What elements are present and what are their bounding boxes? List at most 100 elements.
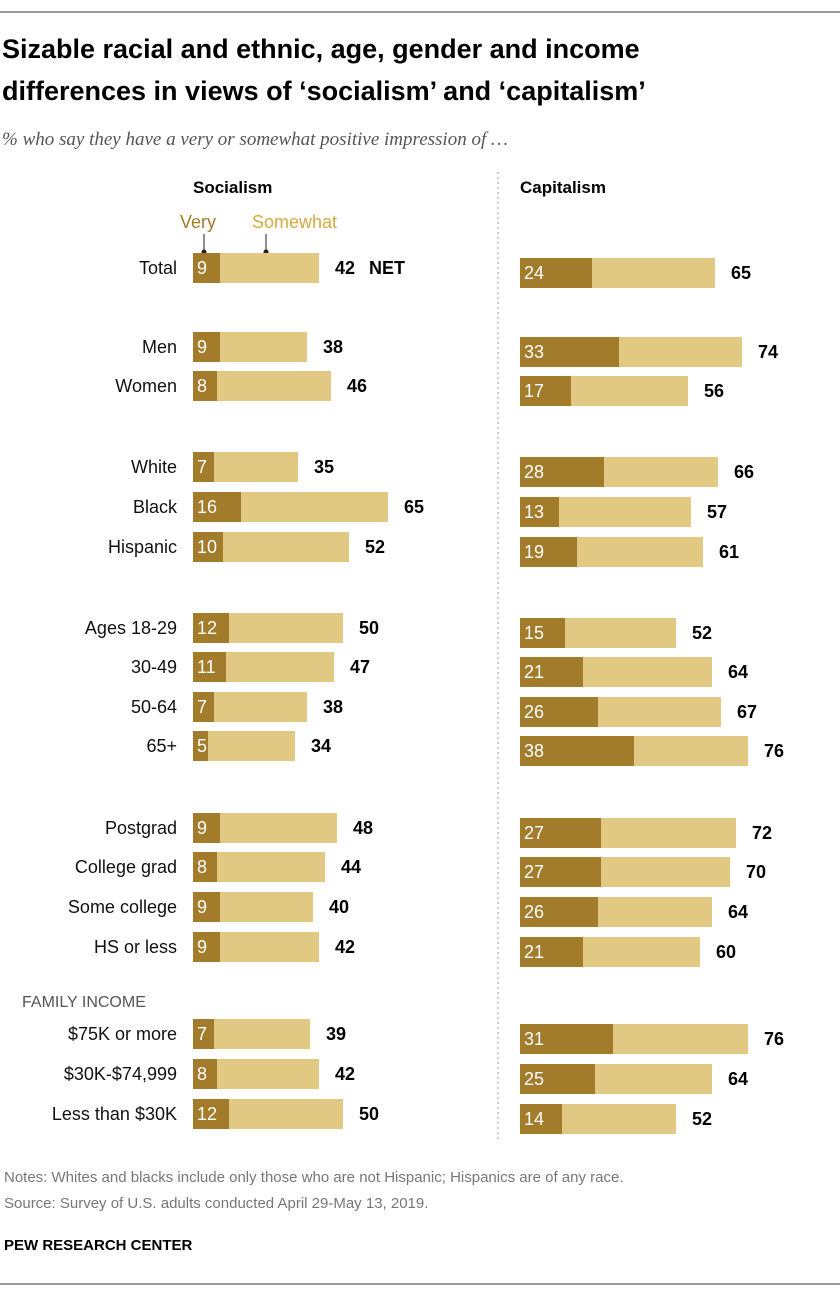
capitalism-very-bar — [520, 457, 604, 487]
category-label: Postgrad — [105, 818, 177, 838]
capitalism-very-label: 26 — [524, 902, 544, 922]
category-label: $75K or more — [68, 1024, 177, 1044]
socialism-very-label: 16 — [197, 497, 217, 517]
chart-notes: Notes: Whites and blacks include only th… — [4, 1169, 623, 1186]
capitalism-very-bar — [520, 857, 601, 887]
capitalism-very-bar — [520, 1064, 595, 1094]
category-label: 50-64 — [131, 697, 177, 717]
socialism-net-label: 47 — [350, 657, 370, 677]
socialism-very-label: 9 — [197, 897, 207, 917]
capitalism-very-label: 27 — [524, 862, 544, 882]
socialism-very-bar — [193, 371, 217, 401]
chart-source: Source: Survey of U.S. adults conducted … — [4, 1195, 428, 1212]
chart-title-line-1: Sizable racial and ethnic, age, gender a… — [2, 34, 640, 64]
capitalism-very-bar — [520, 897, 598, 927]
socialism-very-bar — [193, 731, 208, 761]
socialism-very-bar — [193, 892, 220, 922]
capitalism-net-label: 56 — [704, 381, 724, 401]
category-label: HS or less — [94, 937, 177, 957]
capitalism-very-label: 17 — [524, 381, 544, 401]
chart-title-line-2: differences in views of ‘socialism’ and … — [2, 76, 646, 106]
capitalism-very-label: 38 — [524, 741, 544, 761]
socialism-very-label: 9 — [197, 937, 207, 957]
socialism-net-label: 38 — [323, 337, 343, 357]
socialism-net-label: 42 — [335, 937, 355, 957]
socialism-very-bar — [193, 1019, 214, 1049]
socialism-net-label: 40 — [329, 897, 349, 917]
category-label: Some college — [68, 897, 177, 917]
capitalism-very-label: 13 — [524, 502, 544, 522]
socialism-very-label: 7 — [197, 697, 207, 717]
capitalism-net-label: 52 — [692, 623, 712, 643]
socialism-very-bar — [193, 1099, 229, 1129]
capitalism-very-bar — [520, 497, 559, 527]
socialism-somewhat-bar — [193, 731, 295, 761]
capitalism-very-label: 14 — [524, 1109, 544, 1129]
socialism-very-label: 8 — [197, 1064, 207, 1084]
capitalism-very-label: 25 — [524, 1069, 544, 1089]
category-label: $30K-$74,999 — [64, 1064, 177, 1084]
socialism-very-bar — [193, 1059, 217, 1089]
socialism-very-bar — [193, 652, 226, 682]
capitalism-net-label: 67 — [737, 702, 757, 722]
capitalism-net-label: 76 — [764, 1029, 784, 1049]
legend-very: Very — [180, 212, 216, 232]
chart-subtitle: % who say they have a very or somewhat p… — [2, 129, 508, 150]
capitalism-net-label: 57 — [707, 502, 727, 522]
socialism-net-label: 44 — [341, 857, 361, 877]
capitalism-very-label: 21 — [524, 662, 544, 682]
capitalism-very-bar — [520, 818, 601, 848]
category-label: Less than $30K — [52, 1104, 177, 1124]
category-label: Men — [142, 337, 177, 357]
capitalism-very-label: 21 — [524, 942, 544, 962]
socialism-net-label: 52 — [365, 537, 385, 557]
capitalism-net-label: 60 — [716, 942, 736, 962]
socialism-very-bar — [193, 692, 214, 722]
category-label: College grad — [75, 857, 177, 877]
capitalism-net-label: 70 — [746, 862, 766, 882]
socialism-net-label: 38 — [323, 697, 343, 717]
capitalism-very-bar — [520, 618, 565, 648]
socialism-net-label: 35 — [314, 457, 334, 477]
capitalism-net-label: 64 — [728, 662, 748, 682]
socialism-net-label: 42 — [335, 1064, 355, 1084]
capitalism-very-bar — [520, 258, 592, 288]
category-label: Women — [115, 376, 177, 396]
socialism-very-label: 10 — [197, 537, 217, 557]
socialism-net-label: 39 — [326, 1024, 346, 1044]
capitalism-very-bar — [520, 657, 583, 687]
capitalism-very-label: 26 — [524, 702, 544, 722]
capitalism-very-bar — [520, 1024, 613, 1054]
socialism-very-bar — [193, 532, 223, 562]
brand-label: PEW RESEARCH CENTER — [4, 1237, 193, 1254]
category-label: 30-49 — [131, 657, 177, 677]
capitalism-very-label: 31 — [524, 1029, 544, 1049]
capitalism-very-label: 15 — [524, 623, 544, 643]
capitalism-very-label: 19 — [524, 542, 544, 562]
capitalism-net-label: 65 — [731, 263, 751, 283]
capitalism-net-label: 72 — [752, 823, 772, 843]
socialism-very-bar — [193, 613, 229, 643]
category-label: Hispanic — [108, 537, 177, 557]
socialism-net-label: 48 — [353, 818, 373, 838]
category-label: 65+ — [146, 736, 177, 756]
socialism-net-label: 34 — [311, 736, 331, 756]
capitalism-net-label: 76 — [764, 741, 784, 761]
capitalism-net-label: 64 — [728, 1069, 748, 1089]
socialism-very-label: 12 — [197, 1104, 217, 1124]
socialism-very-label: 8 — [197, 376, 207, 396]
panel-title-capitalism: Capitalism — [520, 178, 606, 197]
capitalism-net-label: 74 — [758, 342, 778, 362]
capitalism-very-bar — [520, 337, 619, 367]
socialism-very-bar — [193, 253, 220, 283]
socialism-very-label: 8 — [197, 857, 207, 877]
socialism-very-label: 9 — [197, 337, 207, 357]
socialism-net-label: 50 — [359, 1104, 379, 1124]
socialism-net-label: 50 — [359, 618, 379, 638]
socialism-very-bar — [193, 852, 217, 882]
capitalism-very-bar — [520, 697, 598, 727]
socialism-very-label: 7 — [197, 1024, 207, 1044]
capitalism-very-label: 24 — [524, 263, 544, 283]
legend-somewhat: Somewhat — [252, 212, 337, 232]
